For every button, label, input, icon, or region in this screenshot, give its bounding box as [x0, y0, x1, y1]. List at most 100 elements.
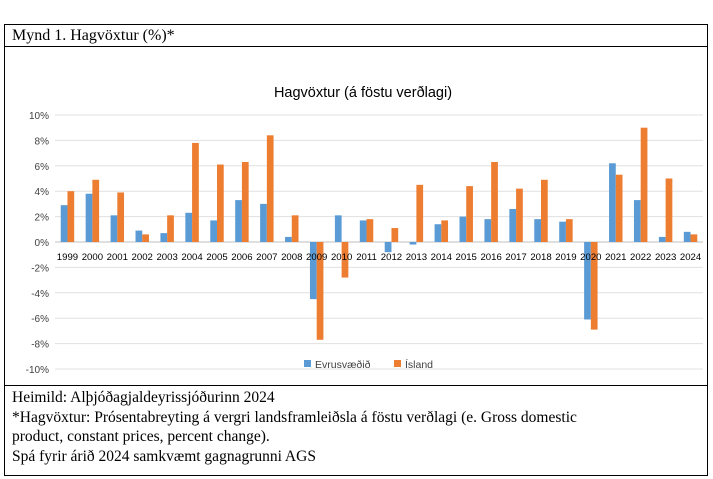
bar-evrusvaedid-2022 [633, 200, 641, 242]
bar-evrusvaedid-2013 [409, 242, 417, 245]
bar-island-2016 [491, 161, 498, 242]
bar-evrusvaedid-2009 [309, 242, 317, 300]
bar-evrusvaedid-2017 [509, 208, 517, 242]
bar-evrusvaedid-2018 [534, 219, 541, 242]
bar-island-2005 [217, 164, 224, 242]
bar-chart: Hagvöxtur (á föstu verðlagi) 10% 8% 6% 4% 2%… [26, 85, 703, 376]
bar-island-2019 [565, 219, 573, 242]
x-tick-label: 2009 [306, 252, 327, 263]
bar-island-2011 [366, 219, 374, 242]
definition-note-line-1: *Hagvöxtur: Prósentabreyting á vergri la… [12, 408, 577, 426]
y-tick-label: -6% [31, 314, 49, 325]
x-tick-label: 2016 [480, 252, 501, 263]
bar-island-2010 [341, 242, 349, 278]
bar-island-2013 [416, 184, 424, 242]
bar-island-2023 [665, 178, 673, 242]
x-tick-label: 2011 [356, 252, 377, 263]
x-tick-label: 2017 [505, 252, 526, 263]
bar-island-2000 [92, 179, 100, 242]
grid-lines [55, 114, 703, 370]
bar-evrusvaedid-2015 [459, 216, 467, 242]
x-tick-label: 2001 [107, 252, 128, 263]
x-tick-label: 2014 [431, 252, 453, 263]
x-tick-label: 2004 [181, 252, 203, 263]
bar-island-2001 [117, 192, 125, 242]
bar-island-2012 [391, 228, 399, 242]
bar-evrusvaedid-2011 [359, 220, 367, 242]
x-tick-label: 2024 [680, 252, 702, 263]
chart-area: Hagvöxtur (á föstu verðlagi) 10% 8% 6% 4% 2%… [5, 47, 707, 385]
y-tick-label: 6% [35, 162, 50, 173]
bar-evrusvaedid-2016 [484, 219, 492, 242]
bar-island-2020 [590, 242, 598, 330]
y-tick-label: -2% [31, 263, 49, 274]
bar-island-2018 [541, 179, 548, 242]
bar-island-2024 [690, 234, 698, 242]
bar-evrusvaedid-2010 [334, 215, 342, 242]
x-axis-ticks: 1999 2000 2001 2002 2003 2004 2005 2006 2007 2008… [57, 252, 702, 263]
bar-evrusvaedid-2003 [160, 233, 168, 242]
y-tick-label: 4% [35, 187, 50, 198]
bar-island-2009 [316, 242, 324, 340]
x-tick-label: 2002 [132, 252, 153, 263]
bar-evrusvaedid-2014 [434, 224, 442, 242]
x-tick-label: 2010 [331, 252, 352, 263]
bar-island-2021 [615, 174, 623, 242]
bar-evrusvaedid-1999 [60, 205, 68, 242]
x-tick-label: 2012 [381, 252, 402, 263]
bar-evrusvaedid-2024 [683, 231, 691, 242]
y-tick-label: 2% [35, 213, 50, 224]
chart-title: Hagvöxtur (á föstu verðlagi) [274, 85, 452, 101]
bar-evrusvaedid-2005 [210, 220, 217, 242]
x-tick-label: 2021 [605, 252, 626, 263]
bar-evrusvaedid-2004 [185, 212, 193, 242]
y-tick-label: -8% [31, 340, 49, 351]
x-tick-label: 2005 [206, 252, 227, 263]
bar-island-2002 [142, 234, 149, 242]
x-tick-label: 2022 [630, 252, 651, 263]
figure-notes: Heimild: Alþjóðagjaldeyrissjóðurinn 2024… [5, 385, 707, 475]
bar-island-2017 [516, 188, 523, 242]
bar-evrusvaedid-2006 [235, 200, 242, 242]
bar-island-2007 [266, 135, 274, 242]
y-tick-label: 0% [35, 238, 50, 249]
bar-evrusvaedid-2021 [609, 163, 616, 242]
bar-evrusvaedid-2019 [559, 221, 566, 242]
legend-label: Ísland [405, 358, 433, 371]
y-tick-label: 10% [29, 111, 49, 122]
bars [60, 127, 698, 340]
bar-evrusvaedid-2001 [110, 215, 118, 242]
y-tick-label: -10% [26, 365, 49, 376]
bar-island-2014 [441, 220, 449, 242]
bar-evrusvaedid-2002 [135, 230, 143, 242]
bar-island-1999 [67, 191, 75, 242]
source-note: Heimild: Alþjóðagjaldeyrissjóðurinn 2024 [12, 389, 275, 406]
y-tick-label: -4% [31, 289, 49, 300]
legend: Evrusvæðið Ísland [304, 358, 433, 371]
x-tick-label: 2019 [555, 252, 576, 263]
bar-island-2004 [192, 142, 199, 242]
legend-label: Evrusvæðið [315, 359, 371, 371]
bar-evrusvaedid-2023 [658, 236, 666, 242]
bar-island-2006 [241, 161, 249, 242]
definition-note-line-2: product, constant prices, percent change… [12, 428, 270, 445]
x-tick-label: 2008 [281, 252, 302, 263]
figure-caption: Mynd 1. Hagvöxtur (%)* [5, 25, 707, 47]
y-tick-label: 8% [35, 136, 50, 147]
bar-evrusvaedid-2020 [584, 242, 591, 320]
bar-evrusvaedid-2012 [384, 242, 392, 253]
x-tick-label: 2020 [580, 252, 601, 263]
bar-island-2008 [291, 215, 299, 242]
y-axis-ticks: 10% 8% 6% 4% 2% 0% -2% -4% -6% -8% -10% [26, 111, 49, 376]
x-tick-label: 2015 [456, 252, 477, 263]
bar-island-2015 [466, 186, 473, 242]
x-tick-label: 2013 [406, 252, 427, 263]
bar-evrusvaedid-2000 [85, 193, 93, 242]
x-tick-label: 2018 [530, 252, 551, 263]
x-tick-label: 2007 [256, 252, 277, 263]
x-tick-label: 2023 [655, 252, 676, 263]
x-tick-label: 2006 [231, 252, 252, 263]
x-tick-label: 2000 [82, 252, 103, 263]
legend-swatch [394, 360, 401, 367]
bar-evrusvaedid-2008 [285, 236, 292, 242]
